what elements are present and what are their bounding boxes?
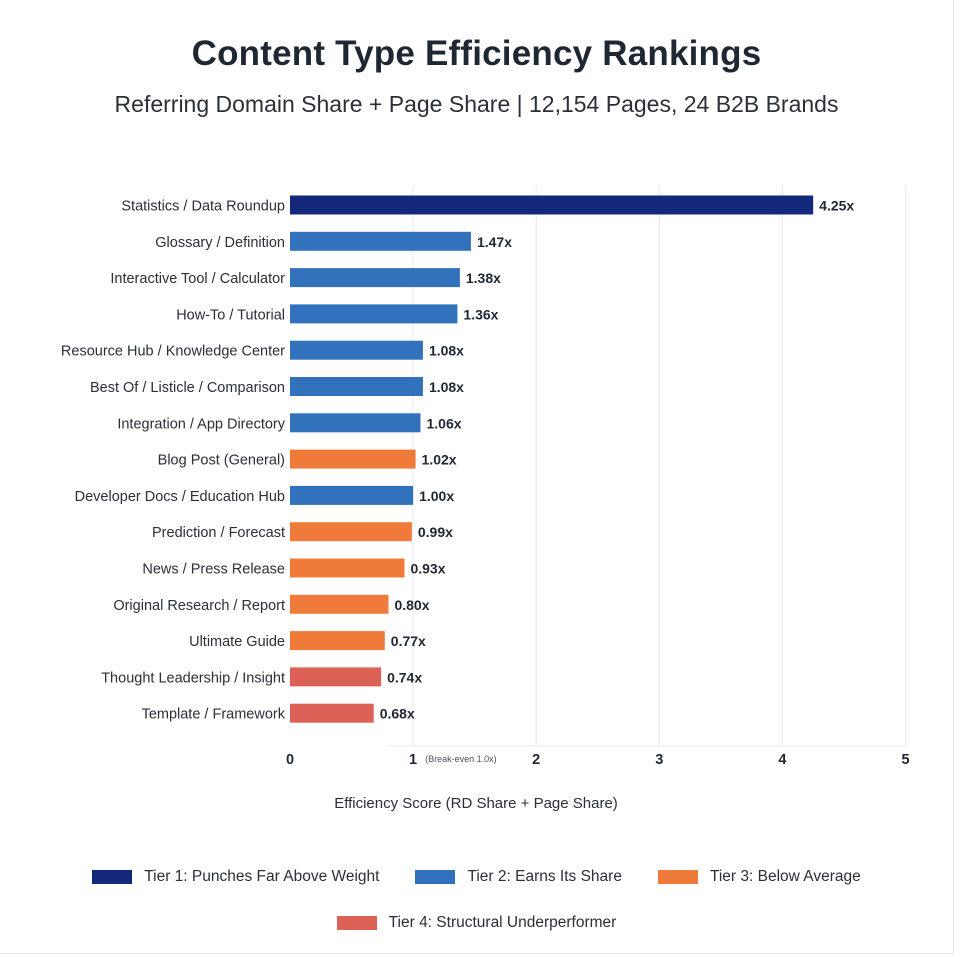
- value-label-3: 1.38x: [466, 270, 501, 286]
- legend-item-tier-3: Tier 3: Below Average: [657, 868, 861, 886]
- value-label-5: 1.08x: [429, 343, 464, 359]
- value-label-14: 0.74x: [387, 669, 422, 685]
- value-label-12: 0.80x: [394, 597, 429, 613]
- bar-14: [290, 667, 382, 687]
- legend-label-tier-1: Tier 1: Punches Far Above Weight: [144, 868, 380, 885]
- break-even-note: (Break-even 1.0x): [425, 754, 497, 764]
- category-label-3: Interactive Tool / Calculator: [110, 271, 285, 287]
- value-label-1: 4.25x: [819, 198, 854, 214]
- bar-10: [290, 522, 412, 542]
- bar-8: [290, 449, 416, 469]
- legend-label-tier-3: Tier 3: Below Average: [709, 868, 861, 885]
- bar-9: [290, 485, 414, 505]
- bar-1: [290, 195, 814, 215]
- bar-2: [290, 231, 471, 251]
- category-label-14: Thought Leadership / Insight: [101, 670, 285, 686]
- legend-label-tier-4: Tier 4: Structural Underperformer: [388, 914, 617, 931]
- category-label-10: Prediction / Forecast: [152, 525, 285, 541]
- bar-chart: Statistics / Data Roundup 4.25x Glossary /…: [61, 186, 910, 812]
- category-label-11: News / Press Release: [142, 562, 285, 578]
- value-label-15: 0.68x: [380, 706, 415, 722]
- legend-swatch-tier-1: [92, 870, 133, 884]
- legend-swatch-tier-2: [415, 870, 456, 884]
- chart-title: Content Type Efficiency Rankings: [191, 34, 762, 73]
- category-label-4: How-To / Tutorial: [176, 307, 285, 323]
- x-tick-label-3: 3: [655, 752, 663, 768]
- value-label-2: 1.47x: [477, 234, 512, 250]
- bar-6: [290, 377, 423, 396]
- category-label-2: Glossary / Definition: [155, 235, 285, 251]
- x-tick-label-2: 2: [532, 752, 540, 768]
- value-label-8: 1.02x: [422, 452, 457, 468]
- chart-legend: Tier 1: Punches Far Above Weight Tier 2: …: [0, 868, 953, 932]
- bar-4: [290, 304, 458, 324]
- legend-label-tier-2: Tier 2: Earns Its Share: [467, 868, 622, 885]
- category-label-5: Resource Hub / Knowledge Center: [61, 344, 285, 360]
- bar-11: [290, 558, 405, 578]
- category-label-6: Best Of / Listicle / Comparison: [90, 380, 285, 396]
- legend-swatch-tier-3: [657, 870, 698, 884]
- bar-12: [290, 594, 389, 614]
- chart-subtitle: Referring Domain Share + Page Share | 12…: [114, 91, 839, 117]
- legend-item-tier-2: Tier 2: Earns Its Share: [415, 868, 622, 886]
- bar-5: [290, 340, 423, 360]
- category-label-13: Ultimate Guide: [189, 634, 285, 650]
- value-label-11: 0.93x: [410, 561, 445, 577]
- category-label-8: Blog Post (General): [158, 453, 285, 469]
- x-tick-label-1: 1: [409, 752, 417, 768]
- category-label-7: Integration / App Directory: [117, 416, 285, 432]
- bar-7: [290, 413, 421, 433]
- category-label-12: Original Research / Report: [113, 598, 285, 614]
- value-label-6: 1.08x: [429, 379, 464, 395]
- value-label-10: 0.99x: [418, 524, 453, 540]
- bar-13: [290, 631, 385, 651]
- value-label-9: 1.00x: [419, 488, 454, 504]
- bar-3: [290, 268, 460, 288]
- value-label-4: 1.36x: [463, 306, 498, 322]
- legend-swatch-tier-4: [336, 916, 377, 930]
- value-label-13: 0.77x: [391, 633, 426, 649]
- x-axis-title: Efficiency Score (RD Share + Page Share): [334, 795, 618, 812]
- value-label-7: 1.06x: [426, 415, 461, 431]
- x-tick-label-0: 0: [286, 752, 294, 768]
- category-label-9: Developer Docs / Education Hub: [75, 489, 285, 505]
- bar-15: [290, 703, 374, 723]
- category-label-1: Statistics / Data Roundup: [121, 199, 285, 215]
- legend-item-tier-1: Tier 1: Punches Far Above Weight: [92, 868, 379, 886]
- x-tick-label-5: 5: [901, 752, 909, 768]
- category-label-15: Template / Framework: [142, 707, 286, 723]
- x-tick-label-4: 4: [778, 752, 786, 768]
- legend-item-tier-4: Tier 4: Structural Underperformer: [336, 914, 617, 932]
